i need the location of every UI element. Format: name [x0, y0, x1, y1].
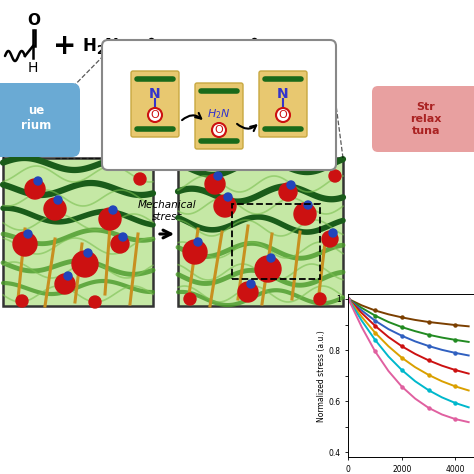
Circle shape	[44, 198, 66, 220]
FancyBboxPatch shape	[131, 71, 179, 137]
Circle shape	[55, 274, 75, 294]
Circle shape	[34, 177, 42, 185]
Circle shape	[134, 173, 146, 185]
Circle shape	[205, 174, 225, 194]
Circle shape	[279, 183, 297, 201]
Circle shape	[84, 249, 92, 257]
Circle shape	[72, 251, 98, 277]
Text: O: O	[279, 110, 287, 120]
Circle shape	[109, 206, 117, 214]
FancyBboxPatch shape	[259, 71, 307, 137]
Y-axis label: Normalized stress (a.u.): Normalized stress (a.u.)	[317, 330, 326, 421]
Circle shape	[322, 231, 338, 247]
Circle shape	[148, 108, 162, 122]
Circle shape	[329, 229, 337, 237]
Text: O: O	[151, 110, 159, 120]
Circle shape	[294, 203, 316, 225]
Text: H: H	[28, 61, 38, 75]
Text: N: N	[291, 38, 304, 54]
Circle shape	[238, 282, 258, 302]
Circle shape	[214, 172, 222, 180]
Circle shape	[99, 208, 121, 230]
Text: O: O	[215, 125, 223, 135]
Text: ue
rium: ue rium	[21, 104, 51, 132]
Circle shape	[247, 280, 255, 288]
Circle shape	[212, 123, 226, 137]
FancyBboxPatch shape	[195, 83, 243, 149]
FancyBboxPatch shape	[102, 40, 336, 170]
Circle shape	[304, 201, 312, 209]
Text: Str
relax
tuna: Str relax tuna	[410, 102, 442, 136]
Circle shape	[54, 196, 62, 204]
Bar	[232, 204, 320, 279]
Circle shape	[184, 293, 196, 305]
Circle shape	[64, 272, 72, 280]
Text: Mechanical
stress: Mechanical stress	[137, 201, 196, 222]
Text: O: O	[119, 38, 131, 54]
Circle shape	[194, 238, 202, 246]
Text: O: O	[27, 13, 40, 28]
Circle shape	[329, 170, 341, 182]
Circle shape	[13, 232, 37, 256]
Text: N: N	[277, 87, 289, 101]
Text: N: N	[149, 87, 161, 101]
Text: +: +	[53, 32, 77, 60]
Circle shape	[214, 195, 236, 217]
Circle shape	[25, 179, 45, 199]
Circle shape	[287, 181, 295, 189]
Circle shape	[224, 193, 232, 201]
Bar	[178, 158, 343, 306]
Circle shape	[276, 108, 290, 122]
FancyBboxPatch shape	[0, 83, 80, 157]
Bar	[3, 158, 153, 306]
Circle shape	[24, 230, 32, 238]
Circle shape	[119, 233, 127, 241]
Circle shape	[89, 296, 101, 308]
Circle shape	[16, 295, 28, 307]
Circle shape	[183, 240, 207, 264]
Text: $\mathbf{H_2N}$: $\mathbf{H_2N}$	[82, 36, 119, 56]
FancyBboxPatch shape	[372, 86, 474, 152]
Circle shape	[314, 293, 326, 305]
Circle shape	[255, 256, 281, 282]
Circle shape	[111, 235, 129, 253]
Text: $H_2N$: $H_2N$	[207, 107, 231, 121]
Circle shape	[267, 254, 275, 262]
